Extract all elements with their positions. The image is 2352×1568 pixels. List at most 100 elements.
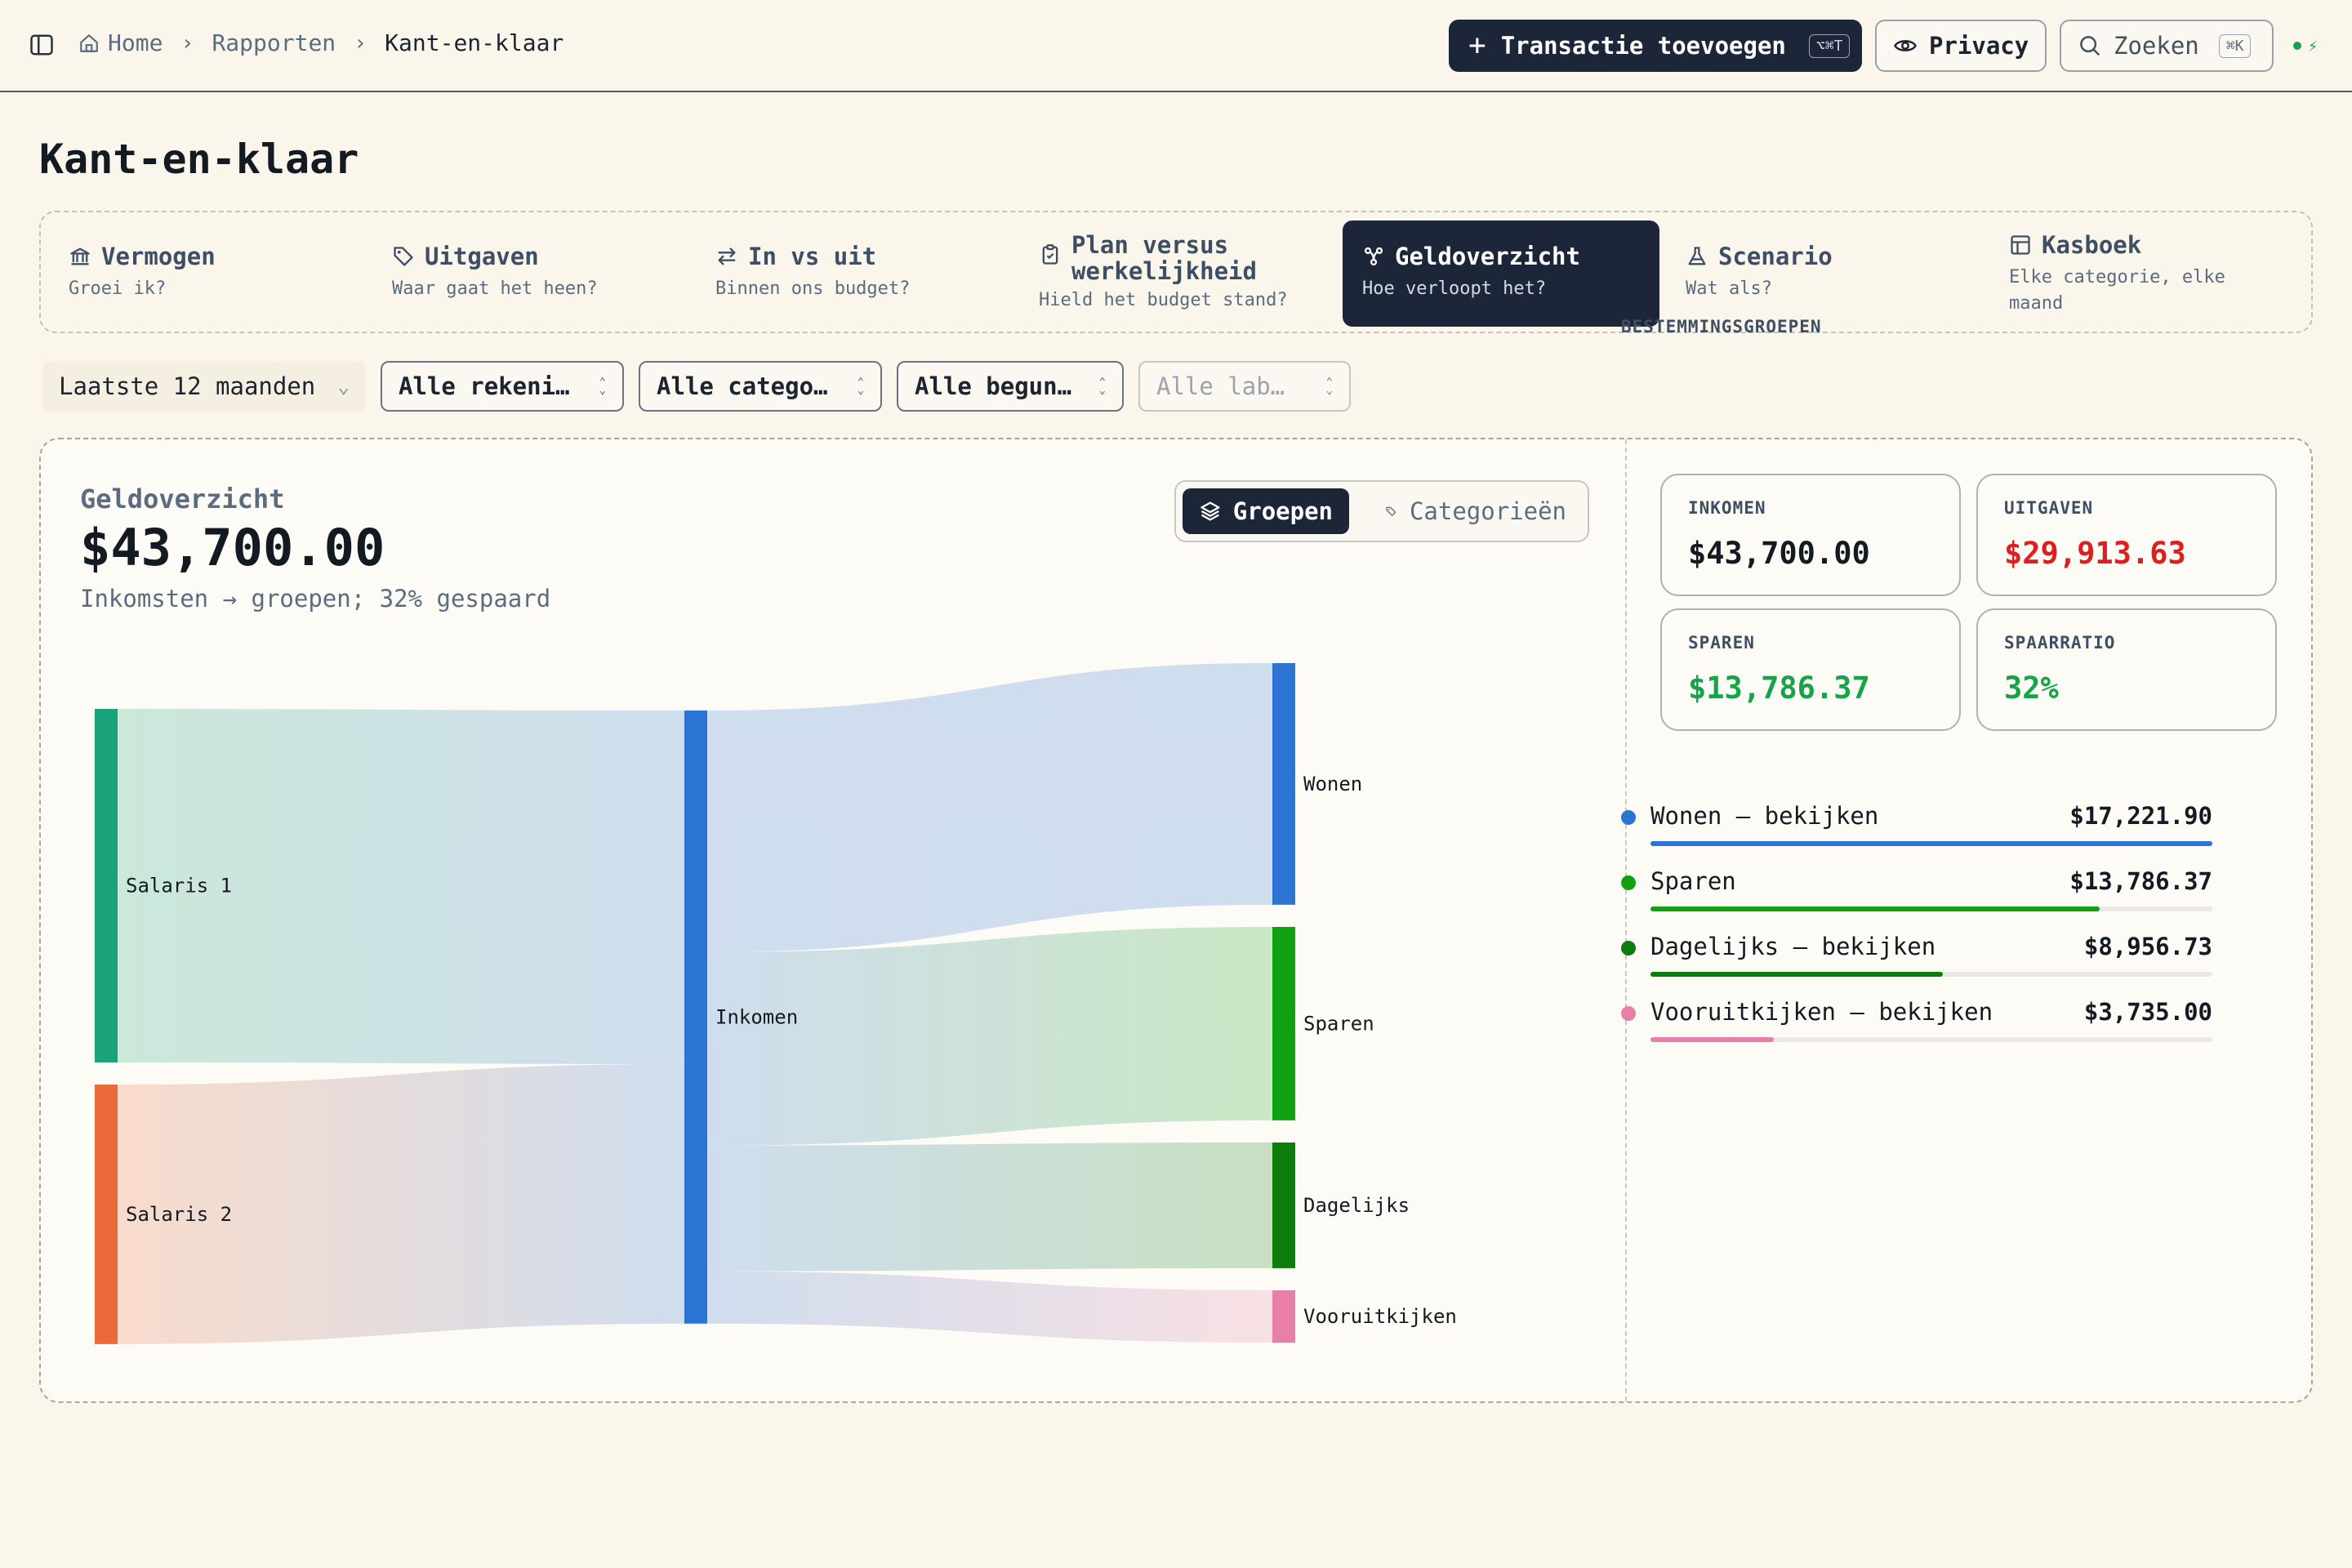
card-divider: [1625, 439, 1627, 1401]
sankey-node-wonen[interactable]: [1272, 663, 1295, 905]
group-color-dot: [1621, 941, 1636, 956]
add-transaction-label: Transactie toevoegen: [1500, 32, 1786, 60]
bolt-icon: ⚡: [2308, 36, 2319, 56]
tab-title: Geldoverzicht: [1395, 243, 1580, 270]
destination-groups-title: BESTEMMINGSGROEPEN: [1621, 317, 1822, 336]
sidebar-toggle-icon[interactable]: [29, 33, 54, 57]
sankey-chart: Salaris 1 Salaris 2 Inkomen Wonen Sparen Dage…: [95, 663, 1457, 1344]
group-bar-track: [1650, 841, 2212, 846]
tab-kasboek[interactable]: Kasboek Elke categorie, elke maand: [1989, 220, 2298, 327]
labels-select: Alle lab… ⌃ ⌄: [1138, 361, 1351, 412]
tab-subtitle: Waar gaat het heen?: [392, 278, 598, 299]
group-row-sparen[interactable]: Sparen $13,786.37: [1621, 866, 2212, 915]
add-transaction-button[interactable]: + Transactie toevoegen ⌥⌘T: [1449, 20, 1862, 72]
privacy-label: Privacy: [1929, 32, 2029, 60]
stat-label: SPAREN: [1688, 633, 1755, 653]
layers-icon: [1200, 501, 1220, 521]
stat-income: INKOMEN $43,700.00: [1660, 474, 1961, 596]
stat-label: INKOMEN: [1688, 498, 1766, 518]
money-overview-card: Geldoverzicht $43,700.00 Inkomsten → gro…: [39, 438, 2313, 1403]
sankey-node-label-sparen: Sparen: [1303, 1012, 1374, 1035]
stat-value: $43,700.00: [1688, 536, 1870, 571]
tab-uitgaven[interactable]: Uitgaven Waar gaat het heen?: [372, 220, 681, 327]
tab-title: In vs uit: [748, 243, 877, 270]
breadcrumb-home[interactable]: Home: [78, 29, 163, 56]
sync-status: ⚡: [2293, 36, 2318, 56]
arrows-icon: [718, 247, 736, 265]
eye-icon: [1894, 40, 1917, 51]
group-color-dot: [1621, 810, 1636, 825]
top-bar: Home › Rapporten › Kant-en-klaar + Trans…: [0, 0, 2352, 92]
tab-vermogen[interactable]: Vermogen Groei ik?: [49, 220, 358, 327]
sankey-node-dagelijks[interactable]: [1272, 1143, 1295, 1268]
group-row-wonen[interactable]: Wonen — bekijken $17,221.90: [1621, 800, 2212, 849]
sankey-node-salaris-1[interactable]: [95, 709, 118, 1062]
tab-title: Vermogen: [101, 243, 216, 270]
group-name: Dagelijks — bekijken: [1650, 933, 1936, 960]
sankey-node-inkomen[interactable]: [684, 710, 707, 1324]
sankey-link-salaris-2-to-inkomen[interactable]: [118, 1063, 684, 1344]
group-row-vooruitkijken[interactable]: Vooruitkijken — bekijken $3,735.00: [1621, 996, 2212, 1045]
up-down-icon: ⌃ ⌄: [1325, 376, 1333, 397]
toggle-groups-button[interactable]: Groepen: [1183, 488, 1349, 534]
beneficiaries-select[interactable]: Alle begun… ⌃ ⌄: [897, 361, 1124, 412]
sankey-link-inkomen-to-wonen[interactable]: [707, 663, 1272, 952]
up-down-icon: ⌃ ⌄: [599, 376, 606, 397]
group-row-dagelijks[interactable]: Dagelijks — bekijken $8,956.73: [1621, 931, 2212, 980]
accounts-select[interactable]: Alle rekeni… ⌃ ⌄: [381, 361, 624, 412]
group-value: $17,221.90: [2069, 802, 2212, 830]
flask-icon: [1688, 247, 1706, 265]
view-toggle: Groepen Categorieën: [1174, 480, 1589, 542]
tab-plan-versus-werkelijkheid[interactable]: Plan versus werkelijkheid Hield het budg…: [1019, 220, 1328, 327]
group-bar-fill: [1650, 906, 2100, 911]
tag-icon: [394, 247, 413, 266]
group-color-dot: [1621, 1006, 1636, 1021]
tab-in-vs-uit[interactable]: In vs uit Binnen ons budget?: [696, 220, 1004, 327]
tab-title: Scenario: [1718, 243, 1833, 270]
group-bar-fill: [1650, 841, 2212, 846]
up-down-icon: ⌃ ⌄: [1098, 376, 1106, 397]
clipboard-icon: [1042, 244, 1058, 265]
search-shortcut: ⌘K: [2218, 33, 2252, 58]
tab-subtitle: Elke categorie, elke maand: [2009, 267, 2225, 314]
chevron-right-icon: ›: [180, 30, 194, 56]
group-bar-track: [1650, 972, 2212, 977]
privacy-button[interactable]: Privacy: [1875, 20, 2047, 72]
page-title: Kant-en-klaar: [39, 136, 359, 183]
home-icon: [80, 33, 98, 52]
sankey-link-inkomen-to-sparen[interactable]: [707, 927, 1272, 1146]
search-button[interactable]: Zoeken ⌘K: [2060, 20, 2274, 72]
sankey-node-label-vooruitkijken: Vooruitkijken: [1303, 1305, 1457, 1328]
group-bar-track: [1650, 906, 2212, 911]
overview-amount: $43,700.00: [80, 518, 385, 577]
tab-subtitle: Groei ik?: [69, 278, 167, 299]
tab-geldoverzicht[interactable]: Geldoverzicht Hoe verloopt het?: [1343, 220, 1659, 327]
toggle-categories-button[interactable]: Categorieën: [1369, 488, 1583, 534]
breadcrumb-home-label: Home: [108, 29, 163, 56]
tab-subtitle: Binnen ons budget?: [715, 278, 911, 299]
group-color-dot: [1621, 875, 1636, 890]
sankey-link-inkomen-to-dagelijks[interactable]: [707, 1143, 1272, 1272]
tab-scenario[interactable]: Scenario Wat als?: [1666, 220, 1975, 327]
categories-value: Alle catego…: [657, 372, 828, 400]
sankey-node-salaris-2[interactable]: [95, 1085, 118, 1344]
stat-label: UITGAVEN: [2004, 498, 2094, 518]
overview-label: Geldoverzicht: [80, 483, 285, 514]
group-name: Wonen — bekijken: [1650, 802, 1879, 830]
sankey-node-vooruitkijken[interactable]: [1272, 1290, 1295, 1343]
chevron-down-icon: ⌄: [337, 375, 350, 398]
table-icon: [2011, 235, 2030, 255]
stat-label: SPAARRATIO: [2004, 633, 2116, 653]
bank-icon: [70, 247, 90, 265]
sankey-link-inkomen-to-vooruitkijken[interactable]: [707, 1271, 1272, 1343]
tab-subtitle: Hield het budget stand?: [1039, 290, 1288, 310]
categories-select[interactable]: Alle catego… ⌃ ⌄: [639, 361, 882, 412]
group-bar-track: [1650, 1037, 2212, 1042]
period-select[interactable]: Laatste 12 maanden ⌄: [42, 361, 366, 412]
breadcrumb: Home › Rapporten › Kant-en-klaar: [78, 29, 564, 56]
tags-icon: [1386, 506, 1396, 516]
breadcrumb-reports[interactable]: Rapporten: [212, 29, 336, 56]
sankey-link-salaris-1-to-inkomen[interactable]: [118, 709, 684, 1064]
sankey-node-sparen[interactable]: [1272, 927, 1295, 1120]
search-label: Zoeken: [2114, 32, 2199, 60]
